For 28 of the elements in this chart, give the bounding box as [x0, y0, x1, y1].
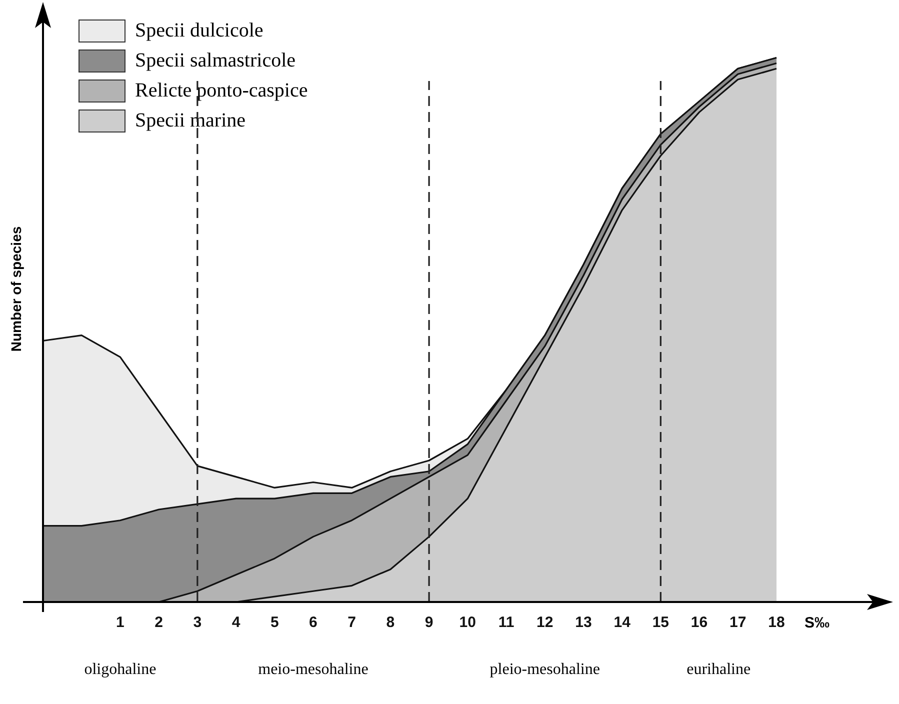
x-tick-label: 10 [459, 614, 476, 632]
text: meio-mesohaline [258, 661, 368, 678]
x-tick-label: 6 [309, 614, 318, 632]
x-tick-label: 1 [116, 614, 124, 632]
legend-label: Specii marine [135, 109, 246, 132]
x-tick-label: 16 [690, 614, 708, 632]
x-tick-label: 18 [768, 614, 785, 632]
text: pleio-mesohaline [490, 661, 600, 678]
x-tick-label: 8 [386, 614, 395, 632]
x-tick-label: 17 [730, 614, 746, 632]
legend-label: Specii dulcicole [135, 19, 264, 42]
text: oligohaline [84, 661, 156, 678]
x-tick-label: 11 [498, 614, 514, 632]
text: eurihaline [686, 661, 751, 678]
x-tick-label: 13 [575, 614, 592, 632]
x-tick-label: 9 [424, 614, 434, 632]
x-tick-label: 4 [232, 614, 241, 632]
x-tick-label: 5 [270, 614, 279, 632]
x-tick-label: 12 [536, 614, 554, 632]
x-axis-title: S‰ [804, 614, 830, 632]
legend-label: Specii salmastricole [135, 49, 296, 72]
x-tick-label: 2 [154, 614, 163, 632]
x-tick-label: 15 [652, 614, 670, 632]
y-axis-title: Number of species [8, 226, 24, 352]
x-tick-label: 14 [614, 614, 632, 632]
x-tick-label: 3 [193, 614, 202, 632]
legend-label: Relicte ponto-caspice [135, 79, 308, 102]
x-tick-label: 7 [348, 614, 356, 632]
